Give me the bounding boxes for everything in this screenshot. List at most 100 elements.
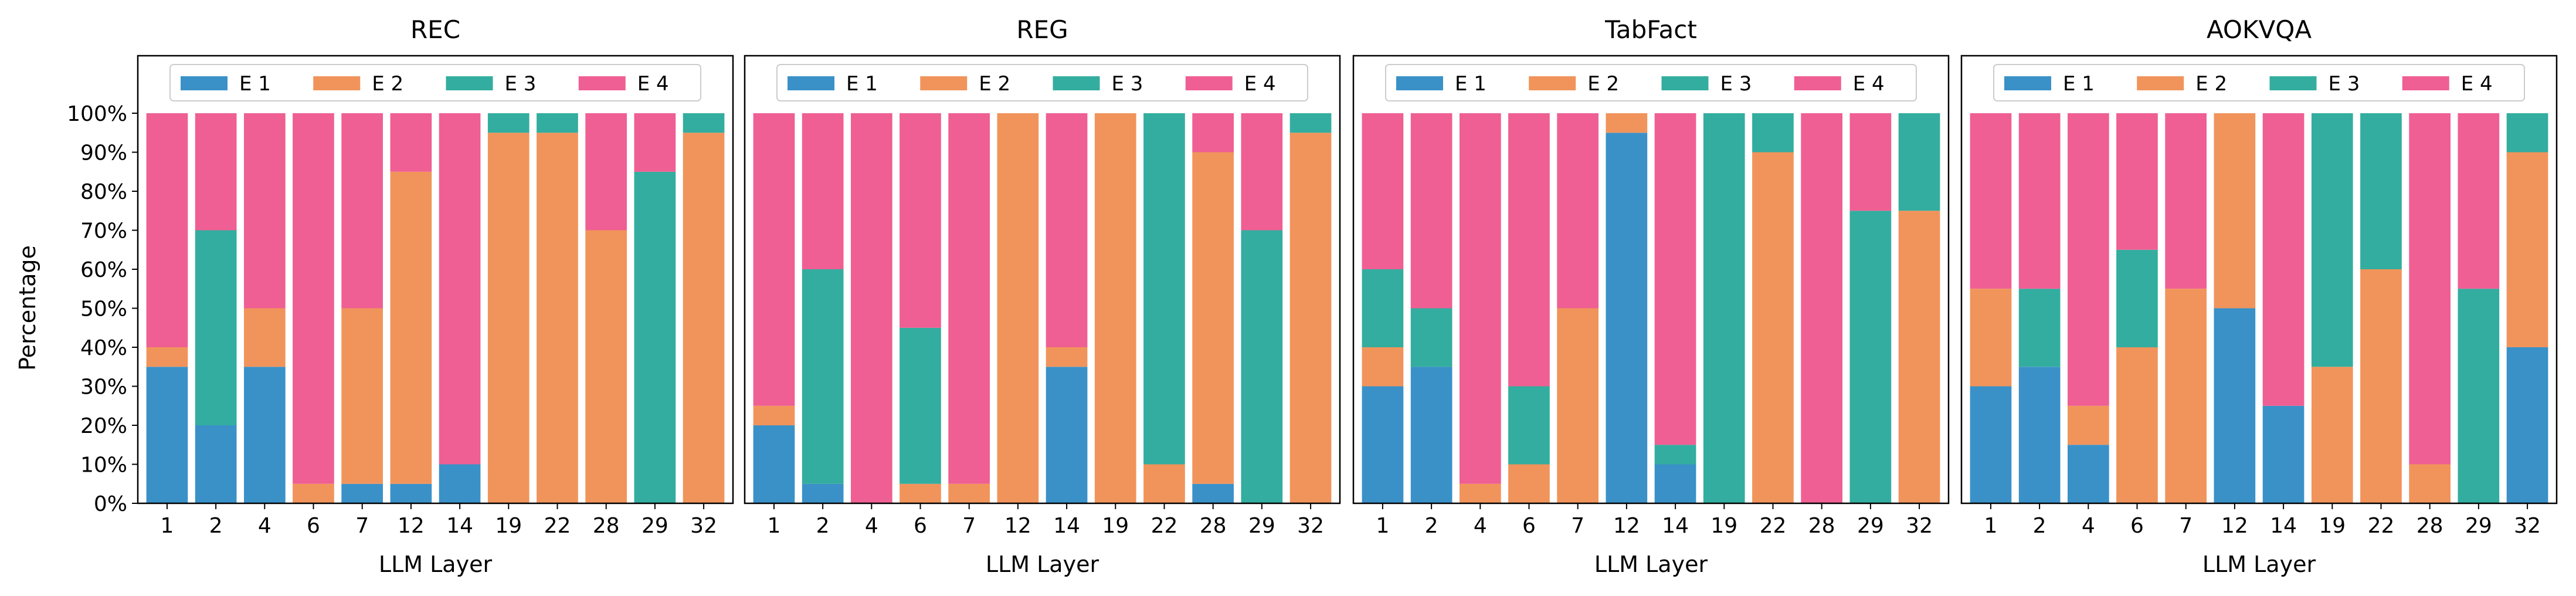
bar-segment	[900, 113, 941, 328]
bar-segment	[1654, 113, 1696, 445]
y-tick-label: 40%	[80, 336, 127, 360]
bar-segment	[293, 113, 334, 484]
bar-segment	[997, 113, 1039, 503]
x-tick-label: 2	[2033, 514, 2046, 538]
bar-segment	[1094, 113, 1136, 503]
bar-segment	[2311, 367, 2353, 504]
legend-label: E 4	[2461, 72, 2493, 96]
bar-segment	[1410, 367, 1452, 504]
x-tick-label: 32	[2514, 514, 2541, 538]
bar-segment	[1362, 113, 1404, 269]
bar-segment	[1970, 289, 2012, 387]
x-tick-label: 7	[355, 514, 369, 538]
legend-label: E 2	[2195, 72, 2227, 96]
bar-segment	[2262, 113, 2305, 406]
x-tick-label: 28	[593, 514, 620, 538]
x-tick-label: 19	[1710, 514, 1737, 538]
x-tick-label: 19	[495, 514, 522, 538]
legend-label: E 2	[1587, 72, 1619, 96]
x-axis-label: LLM Layer	[986, 551, 1099, 577]
x-tick-label: 4	[258, 514, 271, 538]
x-tick-label: 4	[1474, 514, 1487, 538]
bar-segment	[2116, 347, 2158, 503]
bar-segment	[146, 347, 188, 367]
bar-segment	[634, 171, 676, 504]
legend-swatch	[446, 76, 493, 90]
bar-segment	[2409, 113, 2451, 465]
y-tick-label: 70%	[80, 219, 127, 243]
bar-segment	[948, 113, 990, 484]
bar-segment	[439, 464, 481, 503]
x-tick-label: 1	[767, 514, 780, 538]
x-tick-label: 1	[1984, 514, 1997, 538]
x-tick-label: 2	[209, 514, 223, 538]
bar-segment	[195, 230, 237, 425]
x-tick-label: 7	[962, 514, 976, 538]
bar-segment	[851, 113, 892, 503]
bar-segment	[1654, 445, 1696, 465]
y-axis-label: Percentage	[15, 245, 40, 371]
bar-segment	[1460, 113, 1501, 484]
legend-label: E 1	[846, 72, 878, 96]
bar-segment	[537, 113, 578, 133]
x-tick-label: 6	[914, 514, 927, 538]
bar-segment	[1606, 113, 1648, 133]
bar-segment	[1410, 308, 1452, 367]
x-tick-label: 29	[642, 514, 668, 538]
legend: E 1 E 2 E 3 E 4	[1385, 64, 1917, 101]
bar-segment	[1241, 230, 1283, 503]
bar-segment	[1143, 113, 1185, 465]
x-tick-label: 32	[690, 514, 717, 538]
legend-swatch	[2137, 76, 2184, 90]
chart-title: REC	[410, 15, 460, 44]
bar-segment	[1192, 483, 1234, 504]
bar-segment	[900, 483, 941, 504]
bar-segment	[487, 133, 530, 504]
bar-segment	[2360, 113, 2402, 269]
legend-box	[1993, 64, 2525, 101]
bar-segment	[2018, 367, 2061, 504]
bar-segment	[1557, 308, 1598, 503]
legend-box	[1385, 64, 1917, 101]
bar-segment	[683, 113, 725, 133]
bar-segment	[683, 133, 725, 504]
x-tick-label: 14	[2270, 514, 2297, 538]
bar-segment	[948, 483, 990, 504]
y-tick-label: 30%	[80, 375, 127, 399]
bar-segment	[1752, 113, 1794, 153]
bar-segment	[293, 483, 334, 504]
legend-swatch	[1396, 76, 1443, 90]
bar-segment	[1046, 367, 1088, 504]
chart-panel-rec: 1 2 4 6 7 12 14 19 22 28 29 320%10%20%30%40%50%60%7…	[67, 15, 734, 577]
x-tick-label: 28	[1808, 514, 1835, 538]
bar-segment	[1970, 386, 2012, 503]
y-tick-label: 100%	[67, 102, 127, 126]
bar-segment	[2458, 289, 2500, 503]
x-tick-label: 32	[1297, 514, 1324, 538]
bar-segment	[2068, 405, 2109, 445]
bar-segment	[1410, 113, 1452, 309]
chart-title: TabFact	[1604, 15, 1697, 44]
bar-segment	[1241, 113, 1283, 231]
legend-label: E 2	[372, 72, 403, 96]
bar-segment	[2214, 113, 2256, 309]
bar-segment	[341, 308, 383, 484]
x-tick-label: 28	[1200, 514, 1227, 538]
legend-box	[169, 64, 701, 101]
legend-label: E 3	[1720, 72, 1752, 96]
x-tick-label: 19	[1102, 514, 1129, 538]
bar-segment	[1970, 113, 2012, 289]
legend-swatch	[1794, 76, 1841, 90]
bar-segment	[2409, 464, 2451, 503]
legend-label: E 3	[1112, 72, 1143, 96]
legend-swatch	[2402, 76, 2449, 90]
x-tick-label: 4	[2082, 514, 2095, 538]
legend: E 1 E 2 E 3 E 4	[1993, 64, 2525, 101]
bar-segment	[753, 113, 795, 406]
legend-swatch	[313, 76, 361, 90]
bar-segment	[753, 425, 795, 503]
legend-label: E 3	[505, 72, 537, 96]
bar-segment	[2068, 445, 2109, 504]
x-tick-label: 28	[2417, 514, 2443, 538]
